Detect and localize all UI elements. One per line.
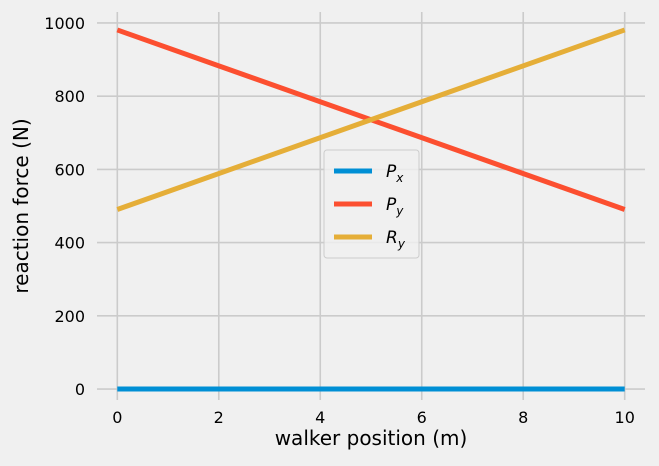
x-tick-label: 2 xyxy=(214,408,224,427)
x-tick-label: 8 xyxy=(518,408,528,427)
y-tick-label: 200 xyxy=(54,307,85,326)
legend-label-main: P xyxy=(386,162,397,182)
series-line-ry xyxy=(116,27,626,212)
legend-label-main: R xyxy=(386,228,398,248)
x-tick-label: 4 xyxy=(315,408,325,427)
y-axis-label: reaction force (N) xyxy=(9,118,33,293)
y-tick-label: 0 xyxy=(75,380,85,399)
x-tick-label: 6 xyxy=(417,408,427,427)
legend-label: Px xyxy=(386,162,404,185)
x-tick-label: 0 xyxy=(112,408,122,427)
y-tick-label: 1000 xyxy=(44,14,85,33)
tick-labels: 0 2 4 6 8 10 0 200 400 600 800 1000 xyxy=(44,14,635,427)
legend-label-subscript: x xyxy=(395,171,404,185)
legend-label-main: P xyxy=(386,195,397,215)
x-tick-label: 10 xyxy=(615,408,635,427)
y-tick-label: 400 xyxy=(54,234,85,253)
legend-label: Ry xyxy=(386,228,406,251)
x-axis-label: walker position (m) xyxy=(275,426,468,450)
legend-label-subscript: y xyxy=(395,204,404,218)
y-tick-label: 600 xyxy=(54,160,85,179)
legend-label: Py xyxy=(386,195,404,218)
y-tick-label: 800 xyxy=(54,87,85,106)
series-lines xyxy=(116,27,626,392)
legend-label-subscript: y xyxy=(397,237,406,251)
